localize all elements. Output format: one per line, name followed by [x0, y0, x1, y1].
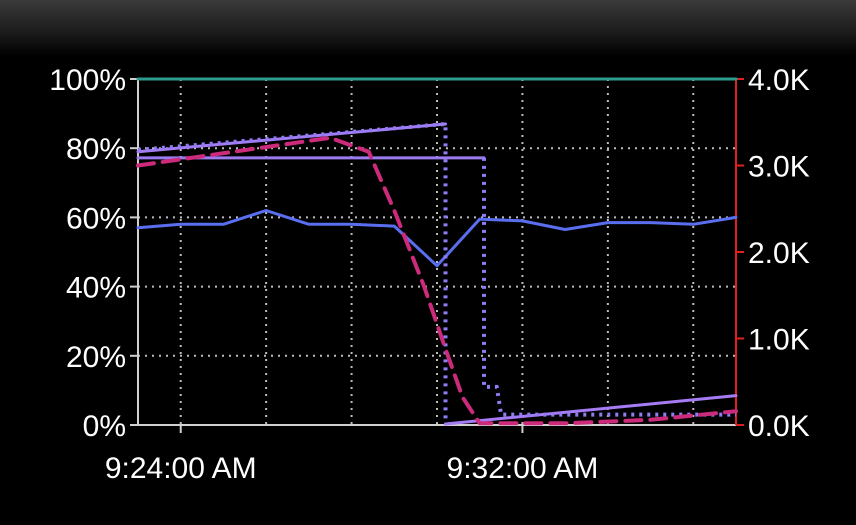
- right-tick-label: 2.0K: [748, 237, 810, 270]
- series-group: [136, 77, 738, 426]
- right-tick-label: 0.0K: [748, 410, 810, 443]
- right-tick-label: 1.0K: [748, 324, 810, 357]
- left-tick-label: 80%: [66, 133, 126, 166]
- left-tick-label: 20%: [66, 341, 126, 374]
- axes: [130, 78, 744, 433]
- x-axis-tick-labels: 9:24:00 AM 9:32:00 AM: [105, 452, 598, 485]
- left-axis-tick-labels: 100% 80% 60% 40% 20% 0%: [49, 64, 126, 443]
- right-axis-tick-labels: 4.0K 3.0K 2.0K 1.0K 0.0K: [748, 64, 810, 443]
- left-tick-label: 60%: [66, 202, 126, 235]
- right-tick-label: 3.0K: [748, 151, 810, 184]
- left-tick-label: 40%: [66, 272, 126, 305]
- series-line-7: [482, 157, 736, 417]
- left-tick-label: 100%: [49, 64, 126, 97]
- x-tick-label: 9:24:00 AM: [105, 452, 257, 485]
- series-line-4: [444, 394, 738, 426]
- series-line-6: [137, 122, 448, 424]
- left-tick-label: 0%: [83, 410, 126, 443]
- grid-lines: [138, 78, 736, 425]
- x-tick-label: 9:32:00 AM: [447, 452, 599, 485]
- right-tick-label: 4.0K: [748, 64, 810, 97]
- window-title-bar: [0, 0, 856, 56]
- series-line-2: [136, 209, 738, 268]
